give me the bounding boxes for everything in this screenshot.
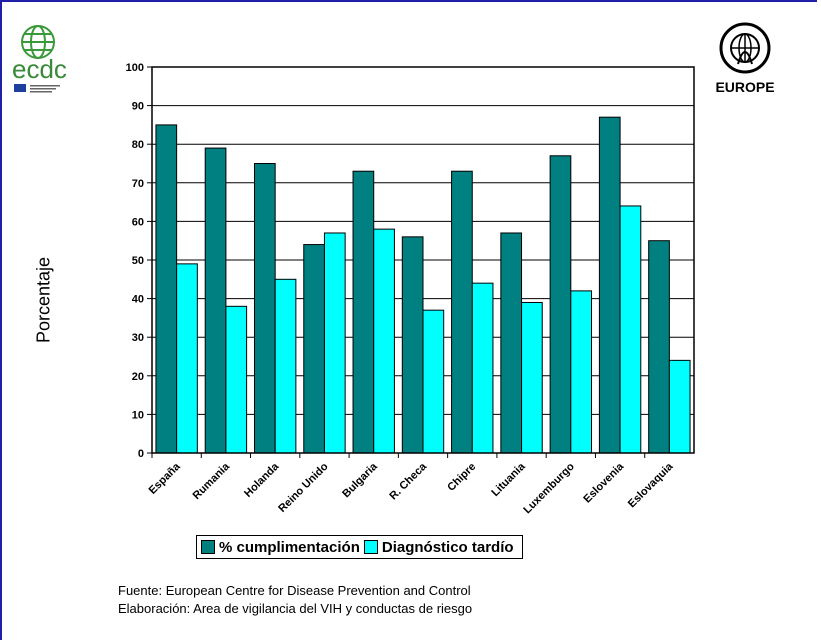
y-tick-label: 60 bbox=[132, 216, 144, 228]
x-tick-label: Chipre bbox=[445, 461, 478, 494]
who-logo-text: EUROPE bbox=[715, 79, 774, 95]
x-tick-label: Eslovaquia bbox=[626, 460, 676, 510]
bar-series-2 bbox=[619, 205, 642, 454]
bar-series-2 bbox=[373, 228, 395, 454]
bar-series-2 bbox=[323, 232, 346, 454]
y-tick-label: 50 bbox=[132, 255, 144, 267]
x-tick-label: Rumania bbox=[191, 460, 233, 502]
plot-area bbox=[151, 66, 695, 454]
x-tick-label: Holanda bbox=[242, 460, 282, 500]
y-tick-label: 0 bbox=[138, 448, 144, 460]
bar-series-2 bbox=[471, 282, 494, 454]
y-tick-label: 20 bbox=[132, 371, 144, 383]
x-tick-label: Bulgaria bbox=[340, 460, 380, 500]
bar-series-1 bbox=[401, 236, 424, 454]
x-tick-label: Eslovenia bbox=[581, 460, 626, 505]
bar-series-1 bbox=[253, 163, 276, 454]
bar-series-2 bbox=[274, 278, 297, 454]
x-tick-label: Lituania bbox=[489, 460, 528, 499]
legend-item-series-2: Diagnóstico tardío bbox=[363, 538, 514, 556]
bar-chart: 0 10 20 30 40 50 60 70 80 90 100 España Rumania Hola… bbox=[126, 62, 695, 516]
bar-series-1 bbox=[352, 170, 375, 454]
legend-item-series-1: % cumplimentación bbox=[201, 539, 360, 556]
y-tick-label: 30 bbox=[132, 332, 144, 344]
legend-label-series-1: % cumplimentación bbox=[219, 538, 360, 556]
footer-elaboration: Elaboración: Area de vigilancia del VIH … bbox=[118, 601, 473, 616]
legend-swatch-series-2 bbox=[363, 540, 378, 554]
ecdc-logo-text: ecdc bbox=[12, 54, 67, 84]
bar-series-2 bbox=[521, 301, 543, 454]
y-tick-label: 90 bbox=[132, 101, 144, 113]
chart-legend: % cumplimentación Diagnóstico tardío bbox=[196, 535, 523, 559]
bar-series-1 bbox=[648, 240, 670, 454]
y-tick-label: 10 bbox=[132, 409, 144, 421]
bar-series-2 bbox=[225, 305, 248, 454]
footer: Fuente: European Centre for Disease Prev… bbox=[118, 582, 472, 618]
y-axis-ticks: 0 10 20 30 40 50 60 70 80 90 100 bbox=[126, 62, 152, 460]
who-emblem-icon: EUROPE bbox=[715, 22, 775, 95]
ecdc-logo-icon: ecdc bbox=[12, 25, 67, 93]
legend-label-series-2: Diagnóstico tardío bbox=[381, 538, 514, 556]
bar-series-2 bbox=[668, 359, 691, 454]
bar-series-1 bbox=[451, 170, 473, 454]
x-tick-label: R. Checa bbox=[387, 460, 429, 502]
chart-bars bbox=[155, 116, 691, 454]
bar-series-1 bbox=[155, 124, 178, 454]
bar-series-2 bbox=[570, 290, 593, 454]
bar-series-2 bbox=[422, 309, 445, 454]
y-tick-label: 70 bbox=[132, 178, 144, 190]
bar-series-1 bbox=[204, 147, 227, 454]
legend-swatch-series-1 bbox=[201, 540, 215, 554]
x-tick-label: Luxemburgo bbox=[521, 460, 577, 516]
y-tick-label: 40 bbox=[132, 294, 144, 306]
x-tick-label: España bbox=[147, 460, 184, 497]
footer-source: Fuente: European Centre for Disease Prev… bbox=[118, 583, 471, 598]
bar-series-1 bbox=[549, 155, 572, 454]
bar-series-1 bbox=[598, 116, 621, 454]
y-tick-label: 100 bbox=[126, 62, 144, 74]
y-axis-label: Porcentaje bbox=[33, 256, 54, 344]
bar-series-2 bbox=[176, 263, 198, 454]
bar-series-1 bbox=[500, 232, 523, 454]
y-tick-label: 80 bbox=[132, 139, 144, 151]
x-tick-label: Reino Unido bbox=[276, 460, 330, 514]
bar-series-1 bbox=[303, 244, 325, 454]
